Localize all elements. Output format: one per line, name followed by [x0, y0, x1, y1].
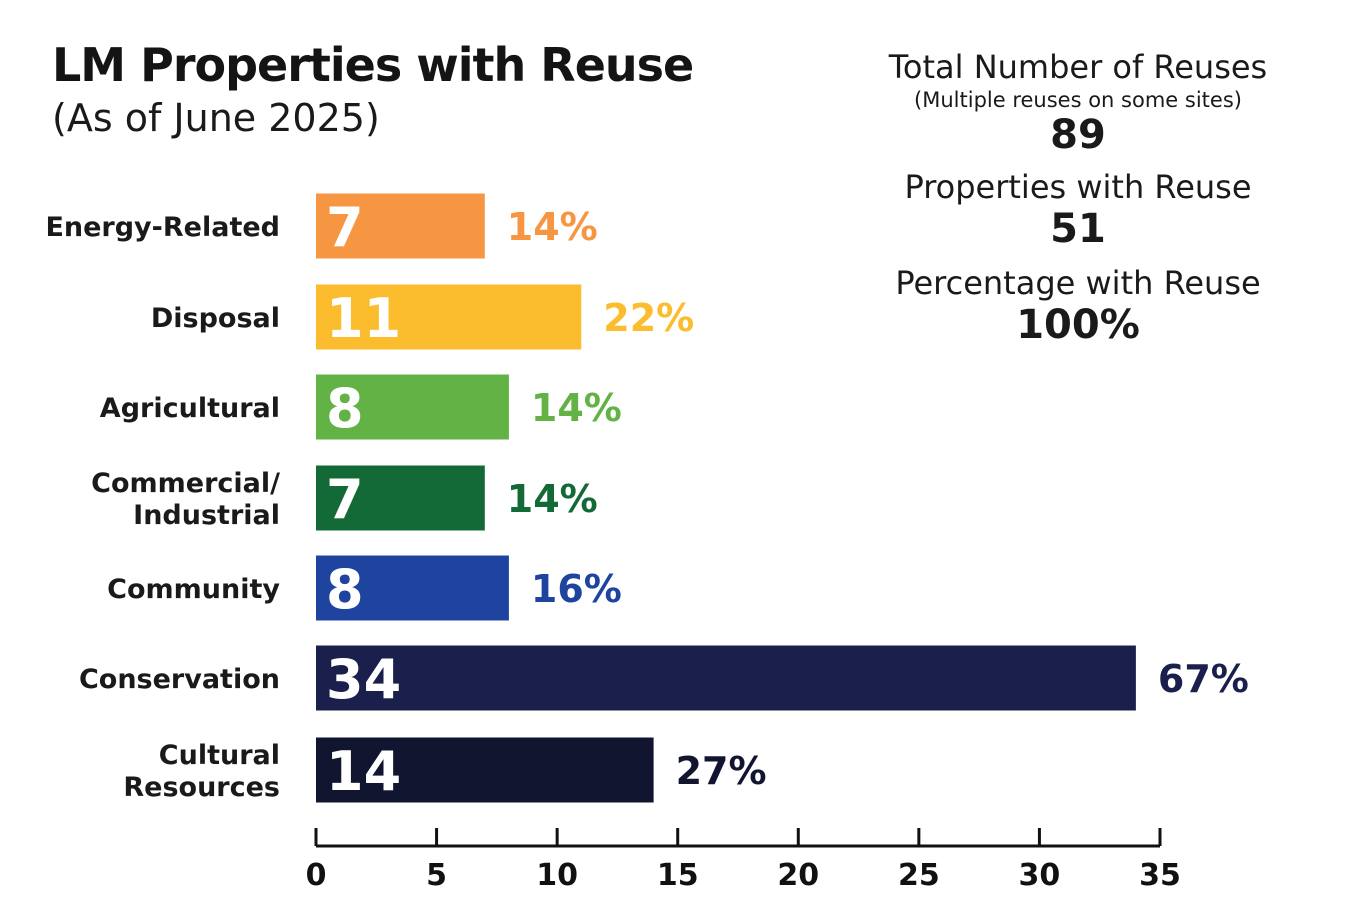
bar-5 [316, 645, 1136, 711]
x-tick-label-3: 15 [657, 858, 699, 893]
percentage-with-reuse-value: 100% [1016, 302, 1140, 348]
bar-4 [316, 555, 509, 621]
total-reuses-value: 89 [1050, 112, 1106, 158]
chart-title: LM Properties with Reuse [52, 38, 694, 92]
x-tick-label-4: 20 [777, 858, 819, 893]
bar-percent-label-2: 14% [531, 386, 622, 430]
bar-3 [316, 465, 485, 531]
bar-value-label-6: 14 [326, 740, 401, 803]
x-tick-label-7: 35 [1139, 858, 1181, 893]
category-label-1: Disposal [151, 303, 280, 334]
properties-with-reuse-value: 51 [1050, 206, 1106, 252]
category-label-6: Cultural Resources [123, 740, 280, 803]
bar-percent-label-4: 16% [531, 567, 622, 611]
category-label-4: Community [107, 574, 280, 605]
bar-percent-label-6: 27% [676, 749, 767, 793]
x-tick-label-6: 30 [1019, 858, 1061, 893]
bar-percent-label-1: 22% [603, 296, 694, 340]
category-label-2: Agricultural [100, 393, 280, 424]
x-tick-label-2: 10 [536, 858, 578, 893]
bar-value-label-0: 7 [326, 196, 364, 259]
bar-value-label-2: 8 [326, 377, 364, 440]
bar-percent-label-0: 14% [507, 205, 598, 249]
bar-percent-label-5: 67% [1158, 657, 1249, 701]
summary-stats: Total Number of Reuses (Multiple reuses … [860, 48, 1296, 348]
bar-6 [316, 737, 654, 803]
total-reuses-note: (Multiple reuses on some sites) [914, 88, 1242, 112]
bar-1 [316, 284, 582, 350]
category-label-5: Conservation [79, 664, 280, 695]
x-axis: 0 5 10 15 20 25 30 35 [306, 828, 1181, 893]
category-label-0: Energy-Related [45, 212, 280, 243]
percentage-with-reuse-label: Percentage with Reuse [895, 264, 1261, 302]
properties-with-reuse-label: Properties with Reuse [904, 168, 1252, 206]
bar-value-label-4: 8 [326, 558, 364, 621]
bar-0 [316, 193, 485, 259]
chart-subtitle: (As of June 2025) [52, 96, 380, 140]
x-tick-label-5: 25 [898, 858, 940, 893]
bars: 7 14% Energy-Related 11 22% Disposal 8 14% Agric… [45, 193, 1249, 803]
bar-percent-label-3: 14% [507, 477, 598, 521]
total-reuses-label: Total Number of Reuses [888, 48, 1268, 86]
bar-value-label-5: 34 [326, 648, 401, 711]
category-label-3: Commercial/Industrial [91, 468, 280, 531]
x-tick-label-0: 0 [306, 858, 327, 893]
bar-2 [316, 374, 509, 440]
bar-value-label-1: 11 [326, 287, 401, 350]
bar-value-label-3: 7 [326, 468, 364, 531]
x-tick-label-1: 5 [426, 858, 447, 893]
